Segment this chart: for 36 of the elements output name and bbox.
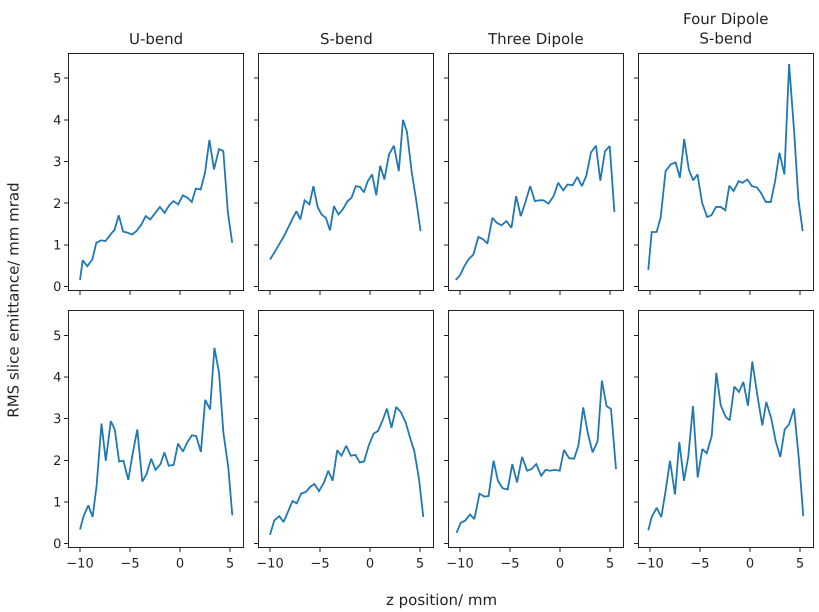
line-series xyxy=(79,346,234,530)
x-tick-label: −10 xyxy=(66,556,94,572)
y-tick-label: 1 xyxy=(53,496,62,511)
y-tick-label: 2 xyxy=(53,196,62,212)
x-tick-label: −5 xyxy=(500,556,520,572)
y-tick-label: 4 xyxy=(53,113,62,128)
chart-title: U-bend xyxy=(129,30,184,48)
x-tick-label: 0 xyxy=(556,556,564,572)
y-tick-label: 5 xyxy=(53,72,62,87)
x-tick-label: −10 xyxy=(256,556,284,572)
x-tick-label: −10 xyxy=(446,556,474,572)
chart-title: Four Dipole S-bend xyxy=(683,10,769,48)
x-tick-label: −5 xyxy=(310,556,330,572)
line-series xyxy=(79,138,234,281)
x-tick-label: 0 xyxy=(746,556,754,572)
chart-title: Three Dipole xyxy=(487,30,584,48)
y-tick-label: 3 xyxy=(53,412,62,428)
y-tick-label: 1 xyxy=(53,238,62,254)
x-tick-label: −10 xyxy=(636,556,664,572)
chart-title: S-bend xyxy=(320,30,373,48)
y-tick-label: 4 xyxy=(53,370,62,386)
x-axis-title: z position/ mm xyxy=(386,591,498,609)
x-tick-label: 0 xyxy=(176,556,184,572)
y-tick-label: 2 xyxy=(53,454,62,469)
y-axis-title: RMS slice emittance/ mm mrad xyxy=(4,182,23,418)
x-tick-label: 0 xyxy=(366,556,374,572)
x-tick-label: 5 xyxy=(226,556,234,572)
y-tick-label: 0 xyxy=(53,537,62,552)
x-tick-label: −5 xyxy=(120,556,140,572)
y-tick-label: 0 xyxy=(53,280,62,296)
x-tick-label: 5 xyxy=(416,556,424,572)
y-tick-label: 3 xyxy=(53,155,62,170)
x-tick-label: 5 xyxy=(606,556,614,572)
x-tick-label: 5 xyxy=(796,556,804,572)
x-tick-label: −5 xyxy=(690,556,710,572)
y-tick-label: 5 xyxy=(53,328,62,344)
